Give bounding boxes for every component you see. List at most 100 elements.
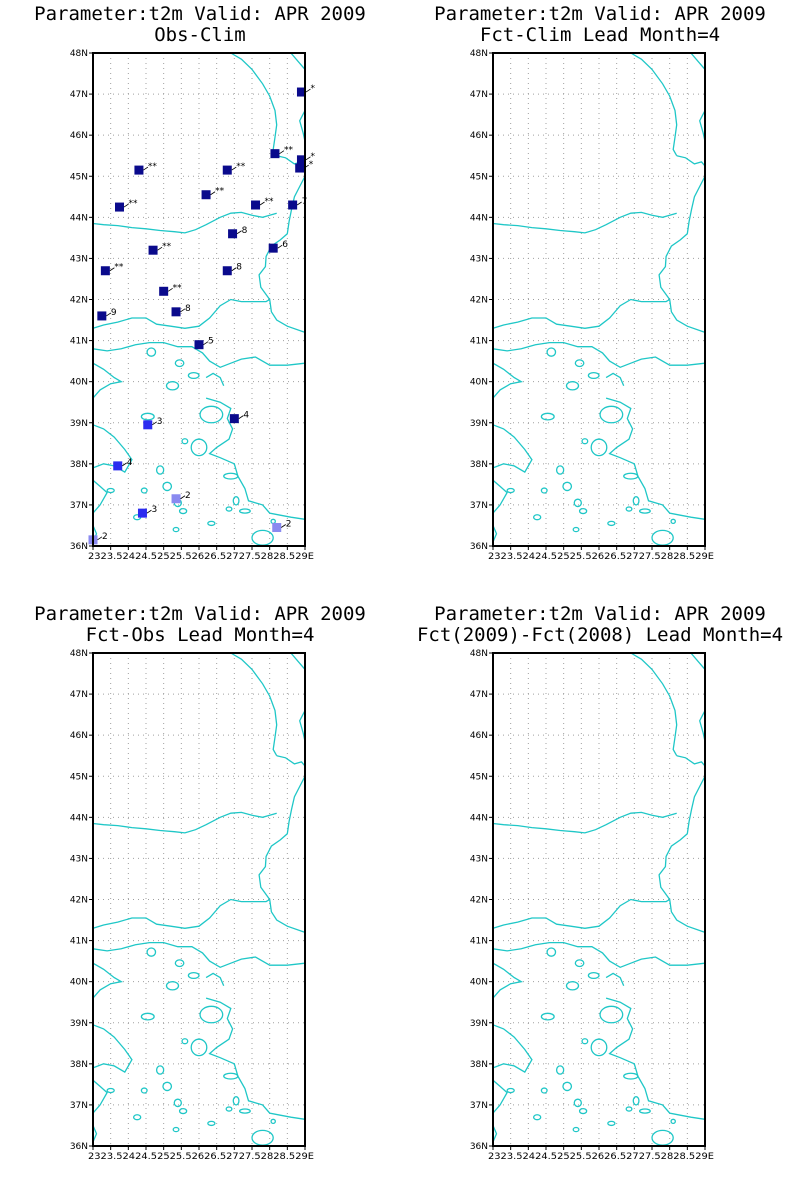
island-outline — [638, 508, 651, 514]
station-marker — [296, 155, 306, 165]
station-marker — [251, 200, 261, 210]
lat-tick-label: 47N — [470, 90, 488, 100]
island-outline — [581, 1038, 589, 1045]
coastline — [92, 962, 124, 999]
station-leader — [279, 150, 285, 154]
station-value-label: ** — [162, 242, 172, 252]
island-outline — [162, 481, 173, 492]
lat-tick-label: 45N — [470, 172, 488, 182]
map-panel-fct-clim: Parameter:t2m Valid: APR 2009 Fct-Clim L… — [400, 0, 800, 600]
lat-tick-label: 41N — [470, 937, 488, 947]
coastline — [92, 1024, 133, 1073]
station-value-label: ** — [265, 197, 275, 207]
panel-subtitle: Fct-Obs Lead Month=4 — [85, 624, 315, 646]
station-leader — [97, 536, 103, 541]
coastline — [492, 1079, 508, 1114]
island-outline — [625, 506, 633, 512]
lat-tick-label: 36N — [470, 1142, 488, 1152]
station-leader — [109, 267, 115, 272]
island-outline — [540, 1087, 548, 1094]
coastline — [230, 52, 278, 157]
station-value-label: ** — [173, 283, 183, 293]
lat-tick-label: 45N — [70, 172, 88, 182]
island-outline — [532, 1114, 542, 1121]
coastline — [290, 652, 306, 670]
island-outline — [199, 405, 224, 424]
station-value-label: ** — [114, 263, 124, 273]
island-outline — [574, 959, 585, 968]
map-frame — [92, 52, 306, 547]
island-outline — [225, 506, 233, 512]
station-leader — [231, 166, 237, 171]
lat-tick-label: 48N — [470, 649, 488, 659]
island-outline — [190, 438, 208, 457]
station-value-label: * — [310, 152, 315, 162]
coastline — [290, 52, 306, 70]
station-value-label: 6 — [282, 240, 288, 250]
island-outline — [173, 1098, 182, 1108]
station-value-label: ** — [284, 146, 294, 156]
station-leader — [281, 524, 286, 528]
lat-tick-label: 48N — [70, 649, 88, 659]
lat-tick-label: 41N — [70, 337, 88, 347]
coastline — [605, 997, 706, 1120]
lat-tick-label: 43N — [70, 854, 88, 864]
station-value-label: ** — [148, 162, 158, 172]
lat-tick-label: 39N — [70, 419, 88, 429]
coastline — [92, 362, 124, 399]
island-outline — [587, 971, 600, 980]
island-outline — [251, 1129, 274, 1146]
lon-tick-labels: 2323.52424.52525.52626.52727.52828.529E — [88, 1152, 314, 1162]
station-marker — [159, 286, 169, 296]
island-outline — [565, 981, 580, 991]
island-outline — [223, 1072, 239, 1080]
station-leader — [122, 462, 127, 467]
station-marker — [148, 245, 158, 255]
lat-tick-label: 44N — [70, 213, 88, 223]
lon-tick-labels: 2323.52424.52525.52626.52727.52828.529E — [88, 552, 314, 562]
lat-tick-label: 42N — [470, 296, 488, 306]
island-outline — [140, 487, 148, 494]
island-outline — [199, 1005, 224, 1024]
island-outline — [223, 472, 239, 480]
station-leader — [152, 421, 157, 426]
lat-tick-label: 38N — [470, 460, 488, 470]
island-outline — [181, 438, 189, 445]
station-marker — [137, 508, 147, 518]
station-marker — [228, 229, 238, 239]
coastline — [230, 652, 278, 757]
island-outline — [270, 518, 276, 525]
island-outline — [146, 947, 157, 957]
island-outline — [625, 1106, 633, 1112]
island-outline — [174, 359, 185, 368]
station-marker — [115, 202, 124, 212]
station-leader — [236, 230, 242, 235]
lat-tick-label: 48N — [70, 49, 88, 59]
lat-tick-label: 40N — [70, 978, 88, 988]
island-outline — [651, 1129, 674, 1146]
island-outline — [187, 971, 200, 980]
island-outline — [546, 947, 557, 957]
station-leader — [305, 88, 311, 93]
lat-tick-label: 47N — [70, 690, 88, 700]
island-outline — [540, 487, 548, 494]
island-outline — [187, 371, 200, 380]
map-plot: 36N 37N 38N 39N 40N 41N 42N 43N 44N 45N 46N 47N 48N 2… — [470, 49, 715, 562]
island-outline — [632, 1096, 640, 1106]
island-outline — [651, 529, 674, 546]
island-outline — [232, 496, 240, 506]
map-frame — [492, 652, 706, 1147]
station-value-label: ** — [236, 162, 246, 172]
coastline — [492, 941, 706, 969]
lat-tick-label: 41N — [470, 337, 488, 347]
island-outline — [532, 514, 542, 521]
station-leader — [146, 509, 152, 514]
coastline — [630, 652, 678, 757]
coastline — [492, 525, 498, 543]
coastline — [92, 1125, 98, 1143]
map-frame — [492, 52, 706, 547]
station-marker — [143, 420, 153, 430]
station-value-label: 3 — [157, 417, 163, 427]
island-outline — [506, 487, 515, 494]
